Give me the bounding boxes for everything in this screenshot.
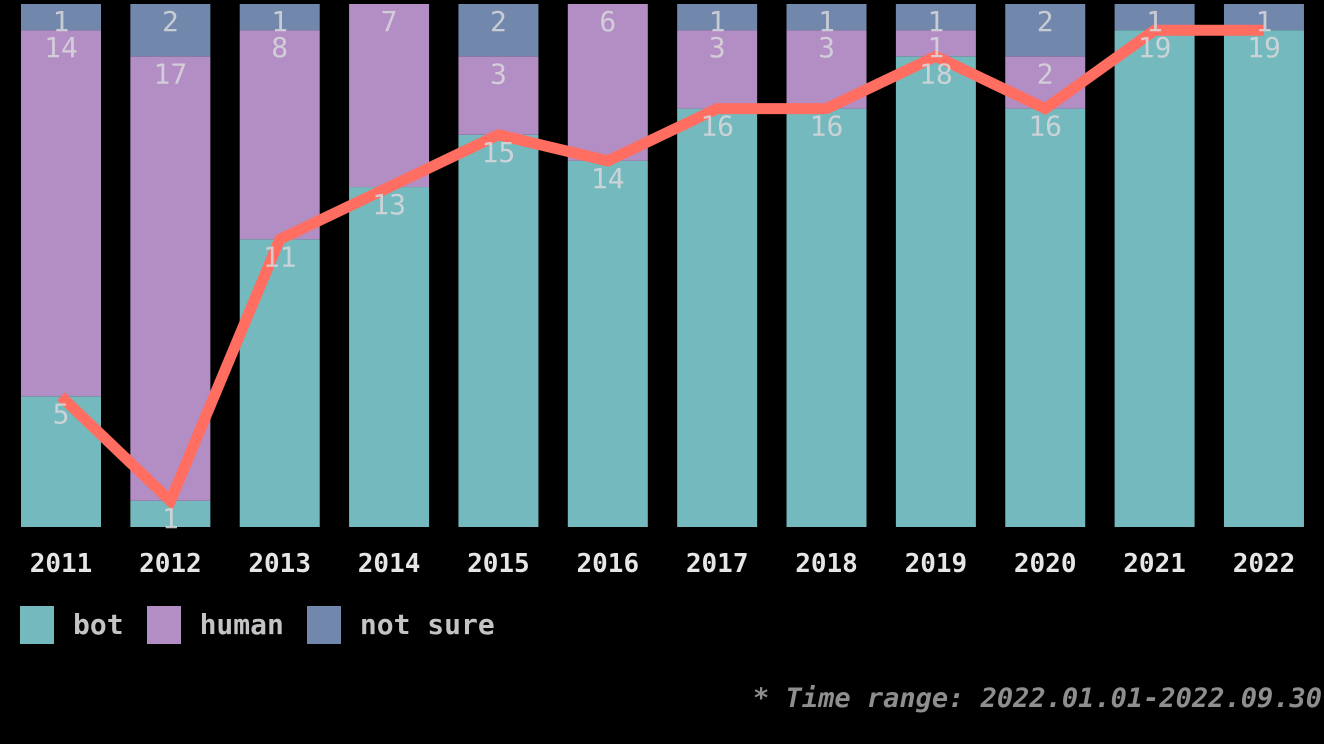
bar-segment-human-2017 (677, 30, 758, 109)
value-label-human-2014: 7 (381, 5, 398, 38)
bar-segment-bot-2013 (239, 239, 320, 527)
x-tick-2021: 2021 (1123, 549, 1186, 579)
value-label-bot-2016: 14 (591, 162, 625, 195)
legend: bot human not sure (20, 606, 495, 644)
x-tick-2017: 2017 (685, 549, 749, 579)
value-label-not-sure-2012: 2 (162, 5, 179, 38)
legend-label-human: human (199, 608, 284, 641)
bar-segment-bot-2021 (1114, 30, 1195, 528)
legend-item-bot: bot (20, 606, 124, 644)
x-tick-2018: 2018 (795, 549, 858, 579)
value-label-human-2019: 1 (927, 31, 944, 64)
value-label-human-2013: 8 (271, 31, 288, 64)
value-label-not-sure-2021: 1 (1146, 5, 1163, 38)
bar-segment-bot-2017 (677, 108, 758, 527)
footnote: * Time range: 2022.01.01-2022.09.30 (753, 683, 1322, 714)
value-label-bot-2021: 19 (1138, 31, 1172, 64)
x-tick-2020: 2020 (1013, 549, 1077, 579)
legend-swatch-human (146, 606, 181, 644)
trend-line-bot-trend (57, 24, 1264, 511)
bar-segment-not-sure-2017 (677, 4, 758, 31)
value-label-bot-2012: 1 (162, 502, 179, 535)
bar-segment-human-2011 (21, 30, 101, 397)
bar-segment-not-sure-2015 (458, 4, 539, 57)
x-tick-2011: 2011 (29, 549, 93, 579)
legend-label-bot: bot (73, 608, 124, 641)
value-label-bot-2015: 15 (482, 136, 516, 169)
bar-segment-not-sure-2020 (1005, 4, 1086, 57)
bar-segment-human-2013 (239, 30, 320, 240)
value-label-not-sure-2015: 2 (490, 5, 507, 38)
x-tick-2015: 2015 (467, 549, 530, 579)
bar-segment-not-sure-2011 (21, 4, 101, 31)
x-tick-2019: 2019 (904, 549, 968, 579)
bar-segment-bot-2019 (895, 56, 976, 528)
bar-segment-not-sure-2018 (786, 4, 867, 31)
bar-segment-bot-2018 (786, 108, 867, 527)
value-label-human-2018: 3 (818, 31, 835, 64)
value-label-human-2016: 6 (599, 5, 616, 38)
value-label-not-sure-2019: 1 (927, 5, 944, 38)
x-tick-2022: 2022 (1232, 549, 1296, 579)
x-tick-2016: 2016 (576, 549, 640, 579)
value-label-human-2011: 14 (44, 31, 78, 64)
bar-segment-bot-2020 (1005, 108, 1086, 527)
bar-segment-not-sure-2013 (239, 4, 320, 31)
value-label-not-sure-2017: 1 (709, 5, 726, 38)
bar-segment-bot-2022 (1223, 30, 1304, 528)
bar-segment-bot-2015 (458, 134, 539, 527)
value-label-bot-2011: 5 (53, 397, 70, 430)
value-label-bot-2020: 16 (1028, 110, 1062, 143)
value-label-not-sure-2011: 1 (53, 5, 70, 38)
value-label-human-2015: 3 (490, 57, 507, 90)
x-tick-2014: 2014 (357, 549, 421, 579)
legend-item-not-sure: not sure (306, 606, 495, 644)
bar-segment-bot-2016 (567, 160, 648, 527)
x-tick-2012: 2012 (139, 549, 202, 579)
value-label-not-sure-2013: 1 (271, 5, 288, 38)
legend-swatch-not-sure (306, 606, 341, 644)
legend-label-not-sure: not sure (359, 608, 495, 641)
value-label-human-2012: 17 (154, 57, 188, 90)
bar-segment-human-2014 (349, 4, 430, 188)
value-label-bot-2017: 16 (700, 110, 734, 143)
legend-swatch-bot (20, 606, 54, 644)
value-label-human-2020: 2 (1037, 57, 1054, 90)
bar-segment-not-sure-2012 (130, 4, 211, 57)
value-label-bot-2014: 13 (372, 188, 406, 221)
value-label-not-sure-2022: 1 (1256, 5, 1273, 38)
bar-segment-human-2015 (458, 56, 539, 135)
bar-segment-bot-2014 (349, 187, 430, 528)
bar-segment-human-2016 (567, 4, 648, 161)
x-tick-2013: 2013 (248, 549, 311, 579)
legend-item-human: human (146, 606, 284, 644)
value-label-not-sure-2020: 2 (1037, 5, 1054, 38)
value-label-bot-2022: 19 (1247, 31, 1281, 64)
value-label-bot-2019: 18 (919, 57, 953, 90)
bar-segment-not-sure-2019 (895, 4, 976, 31)
value-label-bot-2013: 11 (263, 240, 297, 273)
value-label-not-sure-2018: 1 (818, 5, 835, 38)
value-label-human-2017: 3 (709, 31, 726, 64)
value-label-bot-2018: 16 (810, 110, 844, 143)
